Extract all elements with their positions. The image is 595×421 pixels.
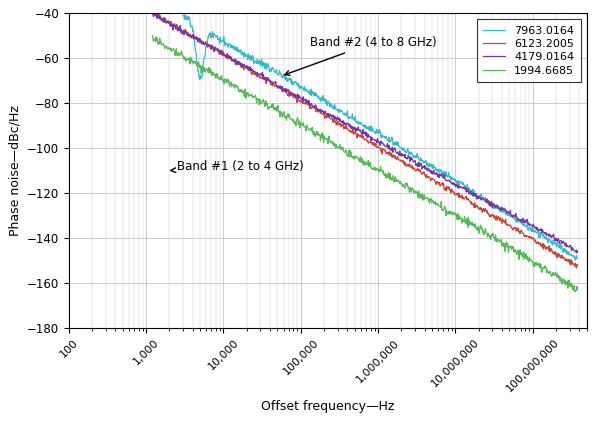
7963.0164 xyxy=(572,258,579,263)
6123.2005 xyxy=(419,171,427,176)
Line: 1994.6685: 1994.6685 xyxy=(152,35,578,292)
7963.0164 xyxy=(204,37,211,42)
4179.0164 xyxy=(176,25,183,30)
1994.6685 xyxy=(471,225,478,230)
6123.2005 xyxy=(149,8,156,13)
1994.6685 xyxy=(515,248,522,253)
Line: 6123.2005: 6123.2005 xyxy=(152,11,578,268)
1994.6685 xyxy=(149,33,156,38)
7963.0164 xyxy=(519,223,527,228)
1994.6685 xyxy=(407,185,414,190)
6123.2005 xyxy=(574,262,581,267)
4179.0164 xyxy=(574,250,581,256)
1994.6685 xyxy=(175,50,182,55)
6123.2005 xyxy=(471,200,478,205)
7963.0164 xyxy=(409,152,416,157)
1994.6685 xyxy=(419,193,427,198)
4179.0164 xyxy=(396,149,403,154)
4179.0164 xyxy=(420,165,427,170)
7963.0164 xyxy=(574,256,581,261)
7963.0164 xyxy=(181,12,189,17)
1994.6685 xyxy=(396,179,403,184)
7963.0164 xyxy=(479,197,486,202)
X-axis label: Offset frequency—Hz: Offset frequency—Hz xyxy=(261,400,394,413)
4179.0164 xyxy=(574,249,581,254)
1994.6685 xyxy=(574,287,581,292)
6123.2005 xyxy=(515,229,522,234)
Y-axis label: Phase noise—dBc/Hz: Phase noise—dBc/Hz xyxy=(8,105,21,236)
Line: 7963.0164: 7963.0164 xyxy=(183,15,578,260)
7963.0164 xyxy=(431,165,439,171)
4179.0164 xyxy=(149,11,156,16)
Legend: 7963.0164, 6123.2005, 4179.0164, 1994.6685: 7963.0164, 6123.2005, 4179.0164, 1994.66… xyxy=(477,19,581,82)
4179.0164 xyxy=(408,155,415,160)
Line: 4179.0164: 4179.0164 xyxy=(152,13,578,253)
4179.0164 xyxy=(472,194,479,199)
Text: Band #1 (2 to 4 GHz): Band #1 (2 to 4 GHz) xyxy=(171,160,303,173)
7963.0164 xyxy=(419,160,427,165)
6123.2005 xyxy=(573,266,580,271)
6123.2005 xyxy=(396,158,403,163)
6123.2005 xyxy=(407,165,414,170)
7963.0164 xyxy=(180,13,187,18)
1994.6685 xyxy=(572,289,579,294)
4179.0164 xyxy=(515,217,522,222)
6123.2005 xyxy=(175,25,182,30)
Text: Band #2 (4 to 8 GHz): Band #2 (4 to 8 GHz) xyxy=(285,36,436,75)
4179.0164 xyxy=(151,11,158,16)
